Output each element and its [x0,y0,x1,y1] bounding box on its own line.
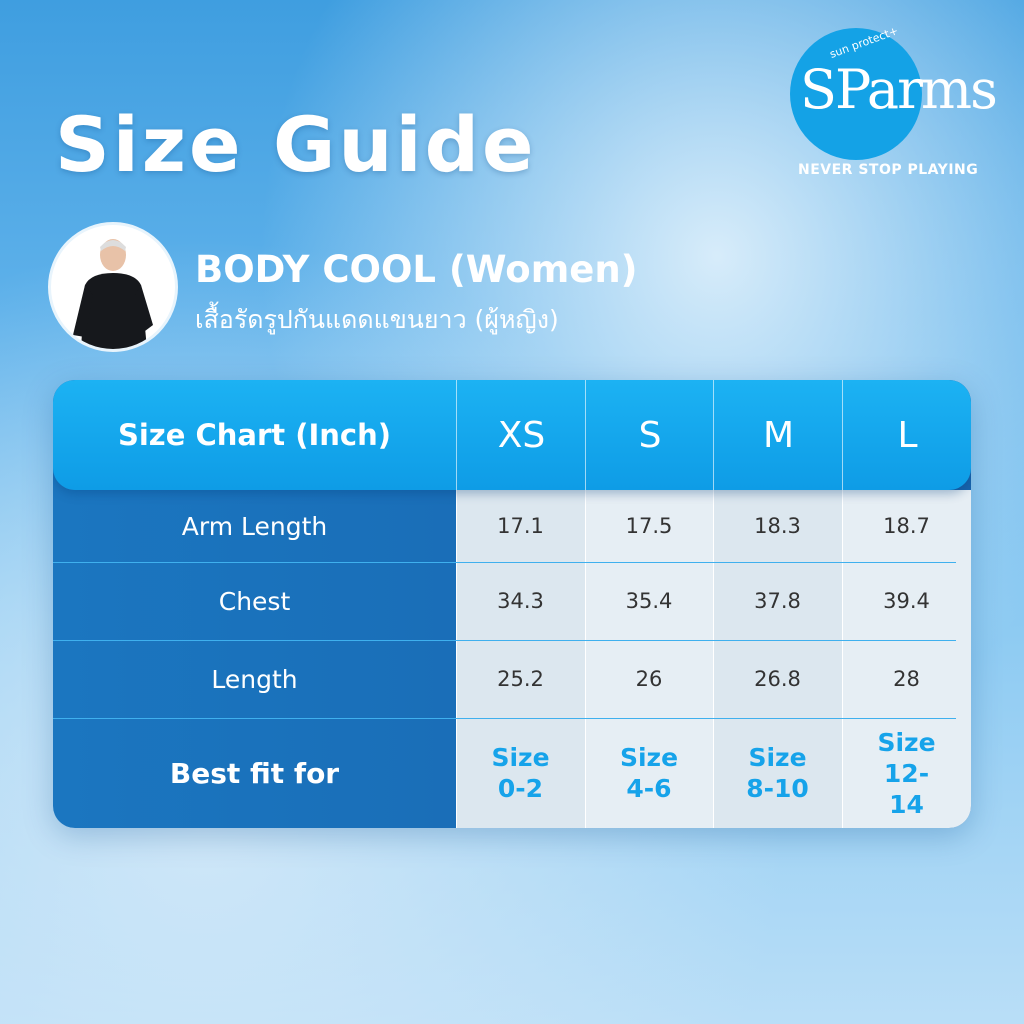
value-column [842,490,971,828]
value-cell: Size 8-10 [746,743,809,803]
product-name: BODY COOL (Women) [195,248,638,291]
product-photo [48,222,178,352]
value-cell: 25.2 [497,667,544,691]
value-column [456,490,586,828]
value-cell: 17.5 [625,514,673,538]
row-label: Best fit for [169,756,340,790]
value-cell: 34.3 [497,589,544,613]
product-figure [73,239,153,349]
header-cell: Size Chart (Inch) [117,418,391,452]
row-label: Chest [218,586,291,616]
value-cell: 35.4 [625,589,673,613]
value-column [585,490,714,828]
header-cell: L [842,380,971,490]
row-label: Arm Length [181,511,328,541]
value-cell: 26.8 [754,667,801,691]
row-divider [53,562,956,563]
header-band [53,380,971,490]
row-divider [53,640,956,641]
value-cell: 37.8 [754,589,801,613]
size-table: Size Chart (Inch) XS S M L Arm Length 17.1 17.5… [53,380,971,828]
row-label: Length [211,664,298,694]
header-cell: M [713,380,843,490]
logo-circle [790,28,922,160]
value-cell: 17.1 [497,514,544,538]
value-cell: 39.4 [883,589,930,613]
value-cell: 18.7 [883,514,930,538]
value-cell: 26 [635,667,663,691]
logo-wordmark: SParms [800,58,998,121]
value-cell: 18.3 [754,514,801,538]
value-column [713,490,843,828]
value-cell: Size 4-6 [619,743,679,803]
value-cell: 28 [893,667,920,691]
row-divider [53,718,956,719]
product-subtitle: เสื้อรัดรูปกันแดดแขนยาว (ผู้หญิง) [195,305,559,334]
value-cell: Size 12-14 [877,727,936,819]
value-cell: Size 0-2 [491,743,550,803]
header-cell: S [585,380,714,490]
tagline: NEVER STOP PLAYING [798,162,979,178]
header-cell: XS [456,380,586,490]
title: Size Guide [55,100,537,189]
